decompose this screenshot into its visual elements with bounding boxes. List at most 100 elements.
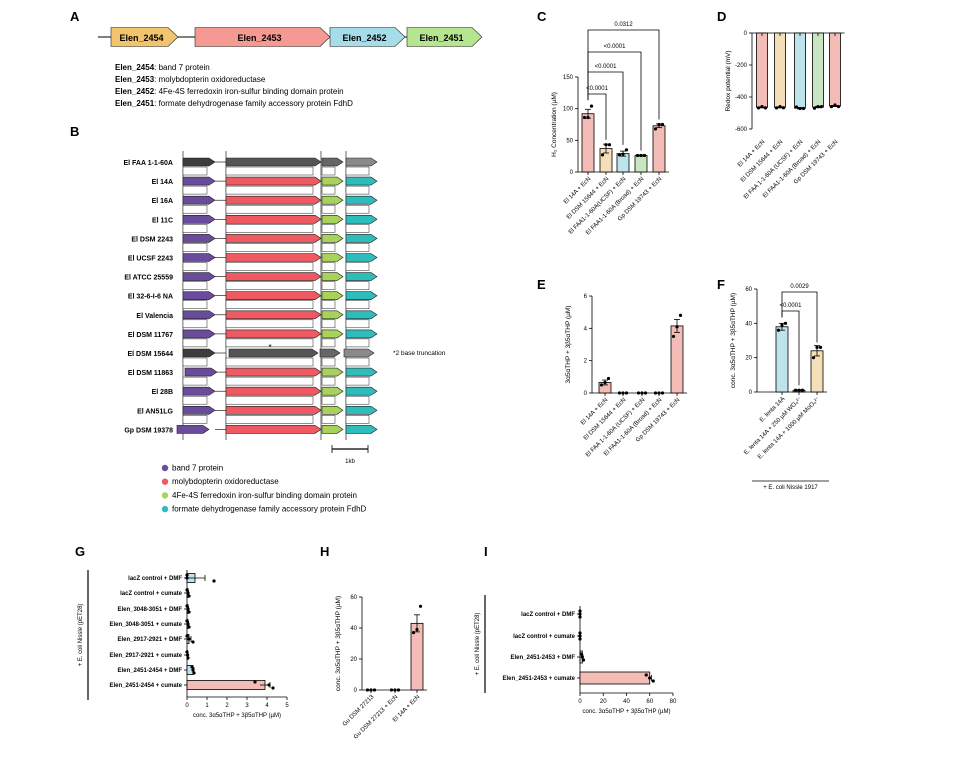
gene-arrow — [182, 272, 216, 281]
x-tick-label: 40 — [623, 699, 630, 705]
gene-arrow — [345, 367, 378, 377]
gene-placeholder — [321, 262, 336, 271]
gene-arrow — [225, 215, 322, 224]
data-point — [812, 106, 817, 110]
data-point — [776, 328, 781, 332]
data-point — [621, 152, 625, 156]
panel-letter: B — [70, 124, 79, 139]
data-point — [642, 153, 647, 158]
y-tick-label: -600 — [735, 127, 748, 133]
p-value-label: <0.0001 — [595, 64, 618, 70]
data-point — [783, 321, 788, 325]
gene-placeholder — [345, 185, 370, 195]
legend-dot — [161, 478, 169, 485]
data-point — [271, 686, 275, 690]
description-text: : formate dehydrogenase family accessory… — [154, 99, 353, 108]
y-tick-label: 50 — [566, 138, 573, 144]
gene-arrow — [194, 27, 331, 47]
data-point — [185, 604, 189, 608]
gene-placeholder — [345, 224, 370, 233]
gene-description: Elen_2452: 4Fe-4S ferredoxin iron-sulfur… — [115, 87, 344, 96]
data-point — [589, 104, 594, 108]
gene-placeholder — [345, 204, 370, 214]
data-point — [190, 665, 194, 669]
data-point — [648, 676, 652, 680]
x-axis-label: conc. 3α5αTHP + 3β5αTHP (µM) — [193, 713, 281, 719]
asterisk: * — [268, 343, 271, 352]
y-axis-label: 3α5αTHP + 3β5αTHP (µM) — [565, 306, 572, 384]
data-point — [267, 683, 271, 687]
data-point — [372, 688, 377, 692]
data-point — [185, 573, 189, 577]
gene-arrow — [319, 348, 341, 358]
data-point — [624, 148, 629, 152]
gene-placeholder — [182, 300, 208, 309]
legend-dot — [161, 505, 169, 513]
data-point — [798, 106, 802, 111]
data-point — [617, 391, 622, 395]
gene-placeholder — [225, 204, 314, 214]
gene-placeholder — [182, 224, 208, 233]
data-point — [819, 105, 824, 109]
data-point — [187, 637, 191, 641]
p-value-label: 0.0029 — [790, 284, 809, 290]
gene-placeholder — [225, 319, 314, 329]
data-point — [763, 106, 768, 110]
gene-arrow — [329, 27, 406, 47]
gene-arrow — [321, 272, 344, 281]
panel-letter: I — [484, 544, 488, 559]
data-point — [756, 106, 761, 110]
y-tick-label: 0 — [744, 31, 748, 37]
data-point — [624, 391, 629, 395]
y-tick-label: -200 — [735, 63, 748, 69]
description-text: : 4Fe-4S ferredoxin iron-sulfur binding … — [154, 87, 343, 96]
data-point — [797, 388, 801, 392]
y-tick-label: 60 — [350, 595, 357, 601]
data-point — [793, 388, 798, 392]
gene-placeholder — [321, 395, 336, 405]
gene-placeholder — [225, 415, 314, 424]
bar — [775, 326, 789, 393]
y-tick-label: 20 — [745, 356, 752, 362]
gene-id: Elen_2452 — [115, 87, 155, 96]
gene-arrow — [225, 176, 322, 186]
gene-placeholder — [225, 300, 314, 309]
gene-arrow — [345, 310, 378, 320]
gene-placeholder — [321, 338, 336, 348]
gene-placeholder — [345, 376, 370, 386]
gene-arrow — [182, 215, 216, 224]
bar — [774, 32, 786, 108]
data-point — [365, 688, 370, 692]
p-value-label: <0.0001 — [604, 44, 627, 50]
strain-label: El DSM 2243 — [131, 236, 173, 243]
gene-description: Elen_2451: formate dehydrogenase family … — [115, 99, 353, 108]
data-point — [800, 388, 805, 392]
bar — [812, 32, 824, 108]
x-tick-label: 80 — [670, 699, 677, 705]
gene-placeholder — [182, 357, 208, 367]
gene-placeholder — [225, 166, 314, 176]
data-point — [778, 105, 782, 109]
data-point — [836, 105, 841, 109]
gene-arrow — [345, 405, 378, 415]
gene-arrow — [345, 291, 378, 301]
gene-arrow — [225, 272, 322, 281]
gene-placeholder — [345, 319, 370, 329]
data-point — [578, 637, 582, 641]
group-label: + E. coli Nissle (pET28) — [78, 604, 84, 667]
gene-arrow — [182, 348, 216, 358]
data-point — [186, 591, 190, 595]
gene-placeholder — [225, 376, 314, 386]
panel-letter: D — [717, 9, 726, 24]
y-tick-label: Elen_2451-2454 + cumate — [109, 683, 182, 689]
gene-arrow — [345, 329, 378, 339]
strain-label: El ATCC 25559 — [124, 275, 173, 282]
gene-arrow — [345, 386, 378, 396]
gene-arrow — [225, 253, 322, 262]
gene-placeholder — [321, 376, 336, 386]
bar — [794, 32, 806, 109]
x-tick-label: 3 — [245, 703, 249, 709]
